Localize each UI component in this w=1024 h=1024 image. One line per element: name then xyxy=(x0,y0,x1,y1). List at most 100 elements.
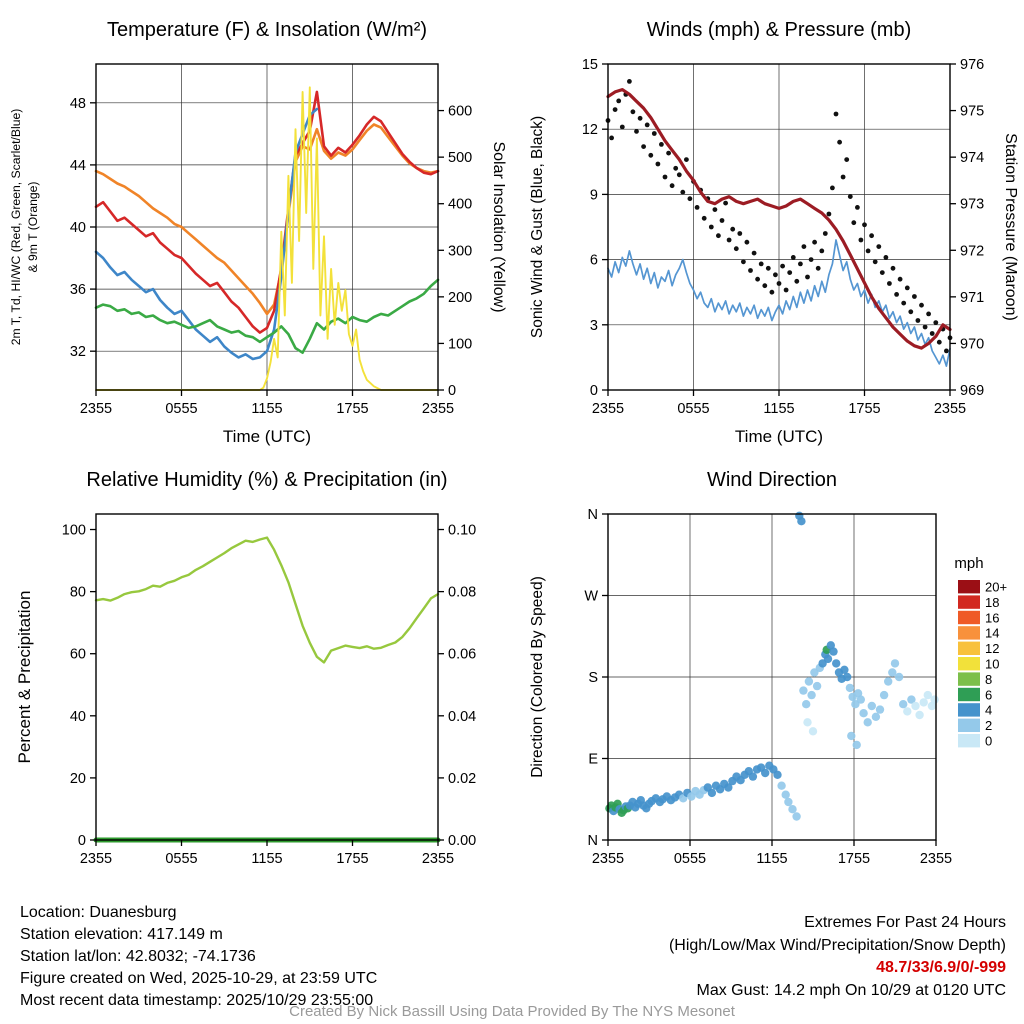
x-tick-label: 0555 xyxy=(677,401,709,417)
legend-swatch xyxy=(958,657,980,671)
wind-gust-dots xyxy=(701,215,707,221)
y-left-tick-label: 36 xyxy=(70,282,86,298)
y-right-tick-label: 969 xyxy=(960,383,984,399)
y-left-tick-label: 48 xyxy=(70,96,86,112)
y-left-tick-label: 20 xyxy=(70,771,86,787)
x-tick-label: 1155 xyxy=(756,851,787,867)
wind-gust-dots xyxy=(915,318,921,323)
location-line: Location: Duanesburg xyxy=(20,904,177,921)
wind-direction-dot xyxy=(808,727,818,736)
y-left-tick-label: 60 xyxy=(70,647,86,663)
figure-created-line: Figure created on Wed, 2025-10-29, at 23… xyxy=(20,970,378,987)
wind-direction-dot xyxy=(707,788,717,798)
wind-gust-dots xyxy=(936,339,942,345)
y-right-tick-label: 200 xyxy=(448,290,472,306)
wind-gust-dots xyxy=(694,205,700,210)
wind-direction-dot xyxy=(927,701,937,711)
x-tick-label: 1155 xyxy=(763,401,794,417)
wind-direction-dot xyxy=(807,690,816,700)
chart-title: Relative Humidity (%) & Precipitation (i… xyxy=(86,469,447,491)
y-left-axis-label: Sonic Wind & Gust (Blue, Black) xyxy=(529,116,546,338)
wind-gust-dots xyxy=(726,237,732,243)
y-right-tick-label: 0.00 xyxy=(448,833,476,849)
plot-border xyxy=(95,513,439,841)
wind-gust-dots xyxy=(662,174,668,180)
wind-direction-dot xyxy=(829,647,838,656)
wind-direction-dot xyxy=(812,681,822,691)
wind-gust-dots xyxy=(883,255,889,260)
legend-swatch xyxy=(958,626,980,640)
temperature-insolation-panel: 2355 0555 1155 1755 2355 32 36 40 44 48 0 100 200 300… xyxy=(0,0,512,450)
wind-direction-dot xyxy=(875,705,885,714)
wind-gust-dots xyxy=(879,270,885,275)
y-left-tick-label: N xyxy=(588,507,598,523)
legend-label: 18 xyxy=(985,595,999,610)
dewpoint-line xyxy=(94,278,440,354)
wind-gust-dots xyxy=(641,144,646,150)
x-tick-label: 1155 xyxy=(251,401,282,417)
wind-gust-dots xyxy=(708,224,714,230)
wind-gust-dots xyxy=(730,226,736,232)
wind-direction-dot xyxy=(856,695,865,704)
y-right-tick-label: 0.10 xyxy=(448,523,476,539)
wind-gust-dots xyxy=(830,185,835,191)
wind-direction-dot xyxy=(859,709,868,718)
y-right-tick-label: 971 xyxy=(960,290,984,306)
wind-direction-panel: 2355 0555 1155 1755 2355 N E S W N Wind Direction D… xyxy=(512,450,1024,900)
y-left-tick-label: E xyxy=(588,752,598,768)
y-left-tick-label: 40 xyxy=(70,709,86,725)
y-right-tick-label: 973 xyxy=(960,197,984,213)
wind-gust-dots xyxy=(627,79,632,84)
wind-gust-dots xyxy=(737,231,743,236)
wind-gust-dots xyxy=(826,211,832,217)
wind-direction-dot xyxy=(826,641,835,650)
y-right-tick-label: 600 xyxy=(448,104,472,120)
wind-gust-dots xyxy=(847,194,853,200)
wind-gust-dots xyxy=(926,311,931,317)
legend-label: 16 xyxy=(985,610,999,625)
y-left-tick-label: 3 xyxy=(590,318,598,334)
wind-gust-dots xyxy=(876,244,882,250)
wind-direction-dot xyxy=(788,805,797,814)
chart-title: Temperature (F) & Insolation (W/m²) xyxy=(107,19,427,41)
wind-gust-dots xyxy=(844,157,850,163)
x-tick-label: 1755 xyxy=(848,401,880,417)
wind-gust-dots xyxy=(758,261,764,267)
wind-gust-dots xyxy=(912,294,917,299)
wind-gust-dots xyxy=(933,320,939,325)
max-gust-line: Max Gust: 14.2 mph On 10/29 at 0120 UTC xyxy=(696,981,1007,999)
x-tick-label: 1755 xyxy=(336,401,368,417)
wind-direction-dot xyxy=(843,672,852,682)
wind-gust-dots xyxy=(719,218,725,223)
relative-humidity-line xyxy=(94,536,440,664)
wind-gust-dots xyxy=(862,222,867,228)
wind-gust-dots xyxy=(680,189,686,195)
y-left-tick-label: N xyxy=(588,833,598,849)
x-tick-label: 1755 xyxy=(336,851,368,867)
legend-label: 6 xyxy=(985,687,992,702)
y-left-tick-label: W xyxy=(584,589,598,605)
wind-gust-dots xyxy=(944,348,949,354)
y-right-tick-label: 0.04 xyxy=(448,709,476,725)
wind-gust-dots xyxy=(865,248,871,254)
wind-direction-dot xyxy=(911,701,920,711)
wind-gust-dots xyxy=(644,122,650,128)
data-timestamp-line: Most recent data timestamp: 2025/10/29 2… xyxy=(20,992,374,1009)
extremes-block: Extremes For Past 24 Hours (High/Low/Max… xyxy=(669,912,1006,1002)
legend-swatch xyxy=(958,641,980,655)
x-axis-label: Time (UTC) xyxy=(223,427,311,446)
y-left-axis-label: Direction (Colored By Speed) xyxy=(529,576,546,778)
wind-direction-dot xyxy=(923,690,932,700)
chart-grid: 2355 0555 1155 1755 2355 32 36 40 44 48 0 100 200 300… xyxy=(0,0,1024,900)
chart-title: Wind Direction xyxy=(707,469,837,491)
wind-gust-dots xyxy=(651,131,657,136)
extremes-subtitle: (High/Low/Max Wind/Precipitation/Snow De… xyxy=(668,936,1006,954)
wind-gust-dots xyxy=(751,250,757,256)
y-right-tick-label: 972 xyxy=(960,243,984,259)
legend-swatch xyxy=(958,610,980,625)
wind-direction-dot xyxy=(903,707,912,716)
y-left-tick-label: 15 xyxy=(582,57,598,73)
legend-swatch xyxy=(958,703,980,717)
wind-gust-dots xyxy=(815,265,821,271)
y-left-tick-label: S xyxy=(588,670,598,686)
